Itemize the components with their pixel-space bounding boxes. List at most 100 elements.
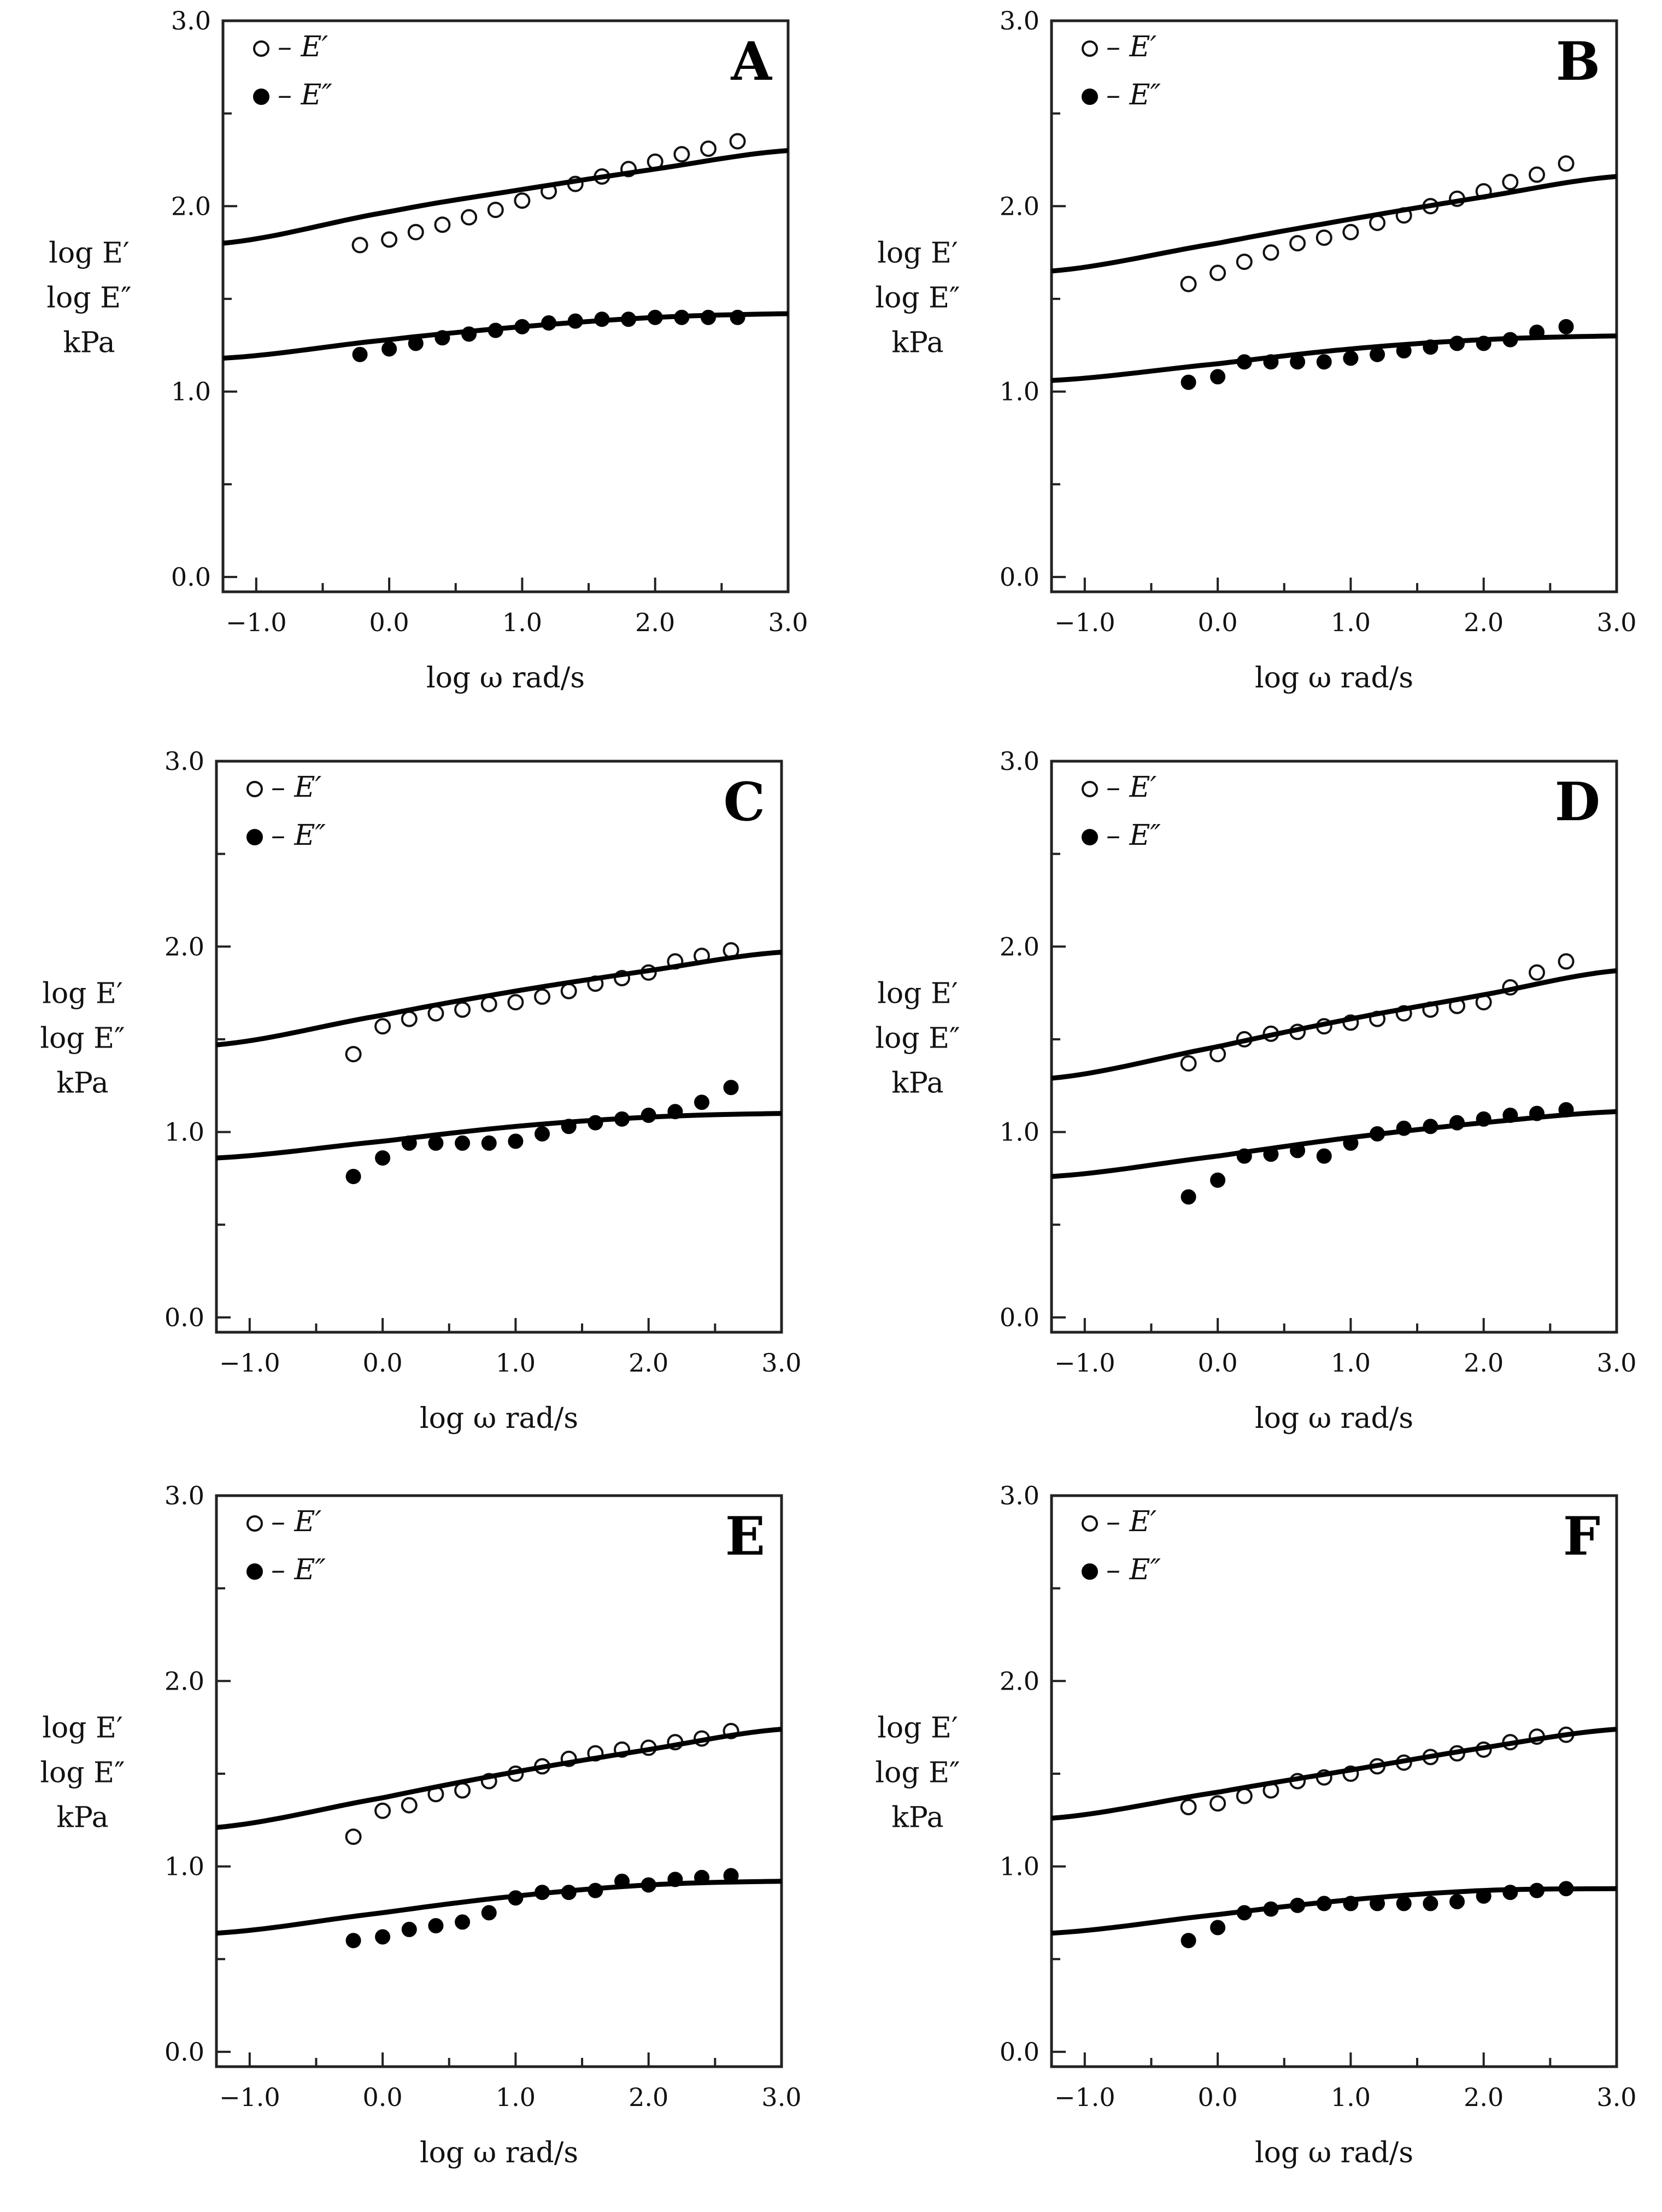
- plot-frame: [221, 19, 790, 593]
- x-axis-title: log ω rad/s: [426, 662, 585, 695]
- panel-label: E: [725, 1505, 765, 1567]
- x-tick-label: 2.0: [629, 2082, 668, 2112]
- y-axis-title-line: log E′: [877, 1712, 958, 1745]
- x-tick-label: 1.0: [1331, 608, 1371, 637]
- data-point-loss: [428, 1918, 444, 1934]
- data-point-loss: [1449, 1894, 1465, 1910]
- plot-frame: [1050, 1494, 1618, 2068]
- x-tick-label: 0.0: [363, 2082, 403, 2112]
- data-point-storage: [1236, 1787, 1253, 1804]
- x-tick-label: −1.0: [226, 608, 287, 637]
- data-point-loss: [1210, 1920, 1226, 1935]
- y-tick-label: 2.0: [1000, 932, 1040, 961]
- data-point-loss: [455, 1135, 471, 1151]
- fit-curve-loss: [1051, 333, 1617, 383]
- y-tick-label: 2.0: [165, 932, 204, 961]
- data-point-storage: [487, 202, 504, 219]
- data-point-loss: [345, 1933, 361, 1949]
- data-point-loss: [401, 1921, 417, 1937]
- x-tick-label: 3.0: [1596, 1348, 1636, 1378]
- fit-curve-storage: [1051, 968, 1617, 1081]
- data-point-storage: [560, 983, 577, 999]
- y-axis-title-line: log E″: [40, 1757, 125, 1790]
- x-tick-label: 0.0: [369, 608, 409, 637]
- y-tick-label: 1.0: [165, 1117, 204, 1147]
- data-point-loss: [1316, 354, 1332, 370]
- x-tick-label: −1.0: [1054, 1348, 1115, 1378]
- x-tick-label: 1.0: [502, 608, 542, 637]
- legend-label: – E′: [1106, 1505, 1156, 1538]
- x-tick-label: 1.0: [496, 2082, 536, 2112]
- fit-curve-storage: [216, 950, 782, 1048]
- data-point-loss: [694, 1095, 710, 1110]
- y-axis-title-line: log E″: [875, 1022, 960, 1055]
- x-tick-label: 0.0: [363, 1348, 403, 1378]
- legend-label: – E″: [271, 819, 326, 852]
- x-tick-label: −1.0: [219, 2082, 280, 2112]
- legend-marker-filled: [1082, 89, 1098, 105]
- legend-marker-open: [253, 40, 269, 57]
- y-axis-title-line: log E″: [875, 1757, 960, 1790]
- y-tick-label: 0.0: [1000, 562, 1040, 592]
- y-axis-title-line: log E″: [875, 282, 960, 315]
- legend-marker-filled: [1082, 829, 1098, 845]
- x-axis-title: log ω rad/s: [1255, 2137, 1413, 2169]
- data-point-loss: [381, 341, 397, 357]
- data-point-storage: [1342, 223, 1359, 240]
- y-tick-label: 1.0: [1000, 1852, 1040, 1881]
- x-tick-label: 3.0: [761, 2082, 801, 2112]
- legend-marker-filled: [246, 829, 263, 845]
- legend-label: – E′: [271, 1505, 321, 1538]
- y-axis-title-line: kPa: [891, 1067, 943, 1100]
- x-tick-label: 2.0: [635, 608, 675, 637]
- y-axis-title-line: log E′: [49, 237, 130, 270]
- x-axis-title: log ω rad/s: [1255, 1402, 1413, 1435]
- y-axis-title-line: log E″: [46, 282, 131, 315]
- legend-label: – E′: [1106, 31, 1156, 63]
- x-tick-label: −1.0: [219, 1348, 280, 1378]
- y-axis-title-line: log E′: [877, 237, 958, 270]
- data-point-storage: [374, 1018, 391, 1035]
- data-point-storage: [480, 996, 497, 1013]
- x-axis-title: log ω rad/s: [1255, 662, 1413, 695]
- panel-b: 0.0 1.0 2.0 3.0 −1.0 0.0 1.0 2.0 3.0 log ω rad/s l…: [875, 6, 1636, 695]
- x-tick-label: 2.0: [1464, 1348, 1504, 1378]
- data-point-storage: [374, 1802, 391, 1819]
- data-point-loss: [1181, 1189, 1196, 1205]
- legend-label: – E″: [271, 1554, 326, 1586]
- panel-e: 0.0 1.0 2.0 3.0 −1.0 0.0 1.0 2.0 3.0 log ω rad/s l…: [40, 1481, 801, 2169]
- data-point-storage: [1502, 174, 1519, 191]
- x-tick-label: 0.0: [1198, 2082, 1238, 2112]
- data-point-storage: [454, 1782, 471, 1799]
- y-tick-label: 0.0: [171, 562, 211, 592]
- data-point-storage: [401, 1010, 418, 1027]
- y-axis-title-line: kPa: [56, 1802, 108, 1834]
- data-point-storage: [1180, 1055, 1197, 1072]
- y-tick-label: 2.0: [171, 191, 211, 221]
- y-tick-label: 3.0: [165, 746, 204, 776]
- y-tick-label: 0.0: [1000, 1303, 1040, 1332]
- panel-label: C: [724, 771, 765, 833]
- x-tick-label: −1.0: [1054, 608, 1115, 637]
- data-point-storage: [454, 1001, 471, 1018]
- y-tick-label: 2.0: [1000, 191, 1040, 221]
- fit-curve-loss: [216, 1111, 782, 1161]
- plot-frame: [1050, 760, 1618, 1334]
- data-point-storage: [700, 140, 717, 157]
- x-tick-label: 0.0: [1198, 608, 1238, 637]
- data-point-loss: [508, 1133, 524, 1149]
- panel-d: 0.0 1.0 2.0 3.0 −1.0 0.0 1.0 2.0 3.0 log ω rad/s l…: [875, 746, 1636, 1435]
- fit-curve-loss: [216, 1879, 782, 1936]
- panel-label: D: [1555, 771, 1600, 833]
- plot-frame: [215, 760, 783, 1334]
- plot-frame: [215, 1494, 783, 2068]
- data-point-storage: [381, 231, 398, 248]
- data-point-storage: [407, 223, 424, 240]
- legend-label: – E′: [278, 31, 328, 63]
- data-point-loss: [375, 1150, 391, 1166]
- fit-curve-storage: [1051, 174, 1617, 274]
- panel-f: 0.0 1.0 2.0 3.0 −1.0 0.0 1.0 2.0 3.0 log ω rad/s l…: [875, 1481, 1636, 2169]
- legend-label: – E′: [1106, 771, 1156, 804]
- data-point-storage: [1558, 155, 1575, 172]
